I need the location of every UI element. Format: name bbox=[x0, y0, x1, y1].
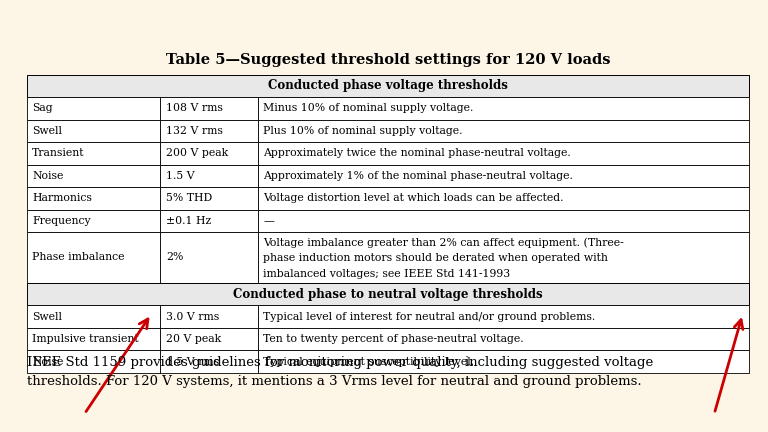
Text: 200 V peak: 200 V peak bbox=[166, 148, 228, 159]
Text: Conducted phase to neutral voltage thresholds: Conducted phase to neutral voltage thres… bbox=[233, 288, 543, 301]
Text: Voltage distortion level at which loads can be affected.: Voltage distortion level at which loads … bbox=[263, 193, 564, 203]
Bar bbox=[258, 187, 749, 210]
Text: Swell: Swell bbox=[32, 126, 62, 136]
Text: Noise: Noise bbox=[32, 171, 64, 181]
Bar bbox=[161, 187, 258, 210]
Text: 2%: 2% bbox=[166, 252, 184, 263]
Bar bbox=[258, 165, 749, 187]
Text: Table 5—Suggested threshold settings for 120 V loads: Table 5—Suggested threshold settings for… bbox=[166, 53, 610, 67]
Bar bbox=[27, 328, 161, 350]
Text: Transient: Transient bbox=[32, 148, 84, 159]
Text: Sag: Sag bbox=[32, 103, 53, 114]
Bar bbox=[258, 97, 749, 120]
Text: Approximately 1% of the nominal phase-neutral voltage.: Approximately 1% of the nominal phase-ne… bbox=[263, 171, 573, 181]
Bar bbox=[27, 187, 161, 210]
Bar bbox=[258, 142, 749, 165]
Bar bbox=[161, 328, 258, 350]
Bar bbox=[161, 305, 258, 328]
Text: 108 V rms: 108 V rms bbox=[166, 103, 223, 114]
Bar bbox=[27, 45, 749, 75]
Bar bbox=[27, 97, 161, 120]
Text: Approximately twice the nominal phase-neutral voltage.: Approximately twice the nominal phase-ne… bbox=[263, 148, 571, 159]
Bar bbox=[161, 350, 258, 373]
Bar bbox=[161, 165, 258, 187]
Text: Voltage imbalance greater than 2% can affect equipment. (Three-: Voltage imbalance greater than 2% can af… bbox=[263, 238, 624, 248]
Text: imbalanced voltages; see IEEE Std 141-1993: imbalanced voltages; see IEEE Std 141-19… bbox=[263, 269, 514, 279]
Text: 3.0 V rms: 3.0 V rms bbox=[166, 311, 219, 322]
Text: ±0.1 Hz: ±0.1 Hz bbox=[166, 216, 211, 226]
Bar bbox=[27, 210, 161, 232]
Text: 20 V peak: 20 V peak bbox=[166, 334, 221, 344]
Text: Noise: Noise bbox=[32, 356, 64, 367]
Bar bbox=[161, 232, 258, 283]
Bar bbox=[161, 97, 258, 120]
Bar bbox=[27, 75, 749, 97]
Bar bbox=[258, 232, 749, 283]
Text: Minus 10% of nominal supply voltage.: Minus 10% of nominal supply voltage. bbox=[263, 103, 474, 114]
Text: Typical equipment susceptibility level.: Typical equipment susceptibility level. bbox=[263, 356, 475, 367]
Bar bbox=[161, 210, 258, 232]
Bar bbox=[258, 120, 749, 142]
Bar bbox=[27, 142, 161, 165]
Bar bbox=[27, 120, 161, 142]
Bar bbox=[27, 350, 161, 373]
Bar bbox=[27, 165, 161, 187]
Bar bbox=[258, 210, 749, 232]
Text: Harmonics: Harmonics bbox=[32, 193, 92, 203]
Bar bbox=[27, 305, 161, 328]
Text: Conducted phase voltage thresholds: Conducted phase voltage thresholds bbox=[268, 79, 508, 92]
Bar bbox=[161, 142, 258, 165]
Text: phase induction motors should be derated when operated with: phase induction motors should be derated… bbox=[263, 253, 608, 263]
Text: Swell: Swell bbox=[32, 311, 62, 322]
Text: Typical level of interest for neutral and/or ground problems.: Typical level of interest for neutral an… bbox=[263, 311, 595, 322]
Text: —: — bbox=[263, 216, 274, 226]
Text: 1.5 V rms: 1.5 V rms bbox=[166, 356, 219, 367]
Text: 132 V rms: 132 V rms bbox=[166, 126, 223, 136]
Text: IEEE Std 1159 provides guidelines for monitoring power quality, including sugges: IEEE Std 1159 provides guidelines for mo… bbox=[27, 356, 653, 369]
Text: Impulsive transient: Impulsive transient bbox=[32, 334, 139, 344]
Bar bbox=[161, 120, 258, 142]
Text: Plus 10% of nominal supply voltage.: Plus 10% of nominal supply voltage. bbox=[263, 126, 463, 136]
Bar bbox=[258, 328, 749, 350]
Bar bbox=[258, 350, 749, 373]
Bar bbox=[27, 232, 161, 283]
Bar bbox=[27, 283, 749, 305]
Text: Frequency: Frequency bbox=[32, 216, 91, 226]
Text: Ten to twenty percent of phase-neutral voltage.: Ten to twenty percent of phase-neutral v… bbox=[263, 334, 524, 344]
Text: Phase imbalance: Phase imbalance bbox=[32, 252, 124, 263]
Text: thresholds. For 120 V systems, it mentions a 3 Vrms level for neutral and ground: thresholds. For 120 V systems, it mentio… bbox=[27, 375, 641, 388]
Text: 1.5 V: 1.5 V bbox=[166, 171, 194, 181]
Bar bbox=[258, 305, 749, 328]
Text: 5% THD: 5% THD bbox=[166, 193, 212, 203]
